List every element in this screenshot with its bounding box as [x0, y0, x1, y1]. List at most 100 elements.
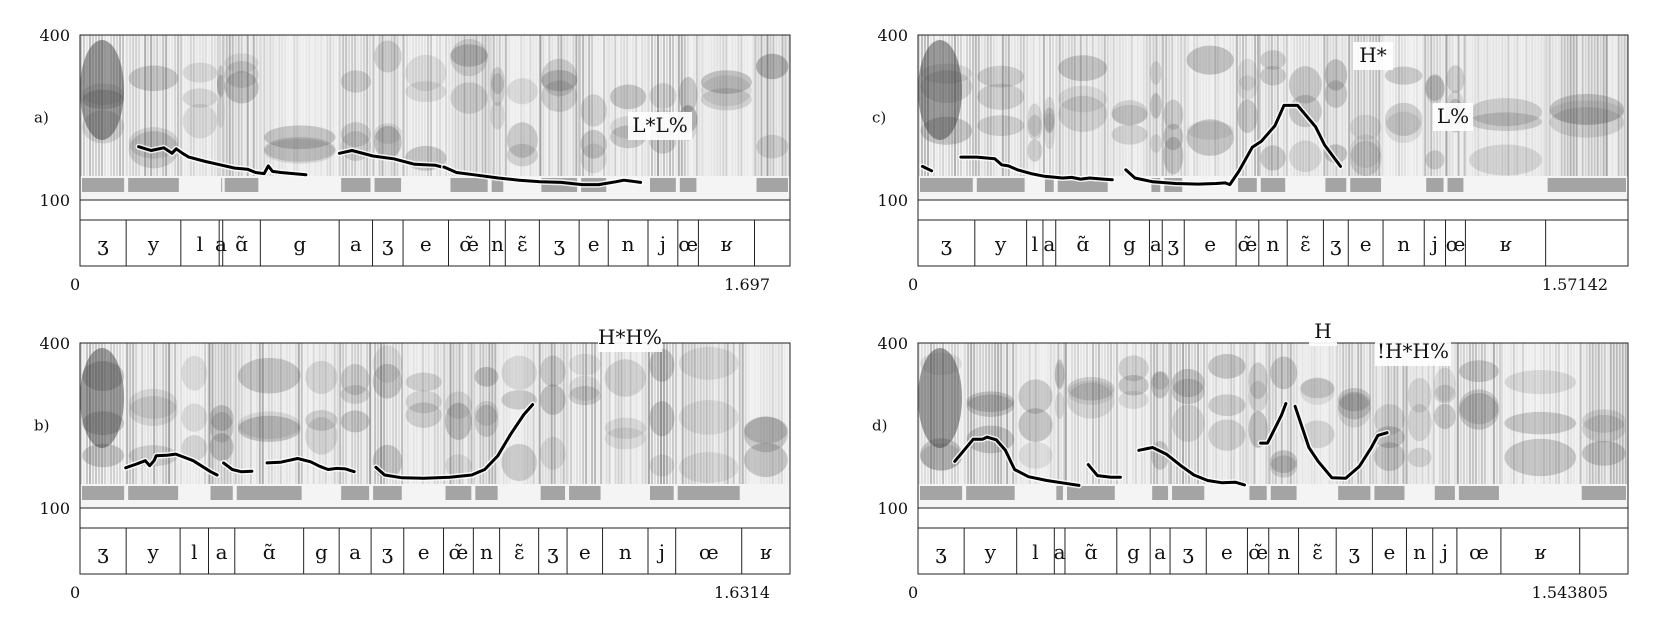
panel-label: c)	[872, 109, 886, 127]
segment-label: l	[1032, 540, 1038, 564]
segment-label: y	[146, 540, 159, 564]
segment-label: e	[420, 232, 432, 256]
pitch-segment	[921, 164, 934, 173]
spectrogram-a	[80, 35, 790, 200]
pitch-segment	[1259, 402, 1288, 445]
segment-label: g	[315, 540, 328, 564]
tone-label: L%	[1437, 104, 1469, 128]
segment-label: l	[191, 540, 197, 564]
segment-tier-c: ʒ y l a ɑ̃ g a ʒ e œ̃ n ɛ̃ ʒ e n j œ ʁ	[941, 220, 1547, 266]
pitch-segment	[137, 145, 308, 177]
segment-label: a	[350, 232, 362, 256]
segment-label: ɛ̃	[1312, 540, 1322, 564]
segment-label: ɛ̃	[514, 540, 524, 564]
pitch-segment	[953, 435, 1081, 487]
segment-label: ʒ	[1330, 232, 1341, 256]
segment-label: œ	[678, 232, 698, 256]
segment-label: œ̃	[1248, 540, 1268, 564]
time-start-label: 0	[70, 583, 80, 602]
pitch-segment	[265, 457, 356, 474]
segment-label: l	[1032, 232, 1038, 256]
panel-b: ʒ y l a ɑ̃ g a ʒ e œ̃ n ɛ̃ ʒ e n j œ ʁ H*H% 400 100 0 1.6314 b)	[0, 308, 830, 608]
segment-label: ɛ̃	[517, 232, 527, 256]
segment-label: ʒ	[935, 540, 946, 564]
segment-label: e	[418, 540, 430, 564]
f0-max-label: 400	[39, 26, 70, 45]
pitch-segment	[374, 403, 535, 480]
segment-label: j	[657, 540, 665, 564]
segment-label: n	[1413, 540, 1426, 564]
segment-label: ʒ	[941, 232, 952, 256]
segment-label: l	[197, 232, 203, 256]
segment-label: ʁ	[760, 540, 772, 564]
f0-min-label: 100	[877, 499, 908, 518]
segment-label: ɑ̃	[1076, 232, 1089, 256]
segment-label: g	[1127, 540, 1140, 564]
segment-label: œ̃	[459, 232, 479, 256]
time-start-label: 0	[908, 275, 918, 294]
f0-min-label: 100	[39, 191, 70, 210]
segment-label: ʒ	[1183, 540, 1194, 564]
segment-label: ɛ̃	[1300, 232, 1310, 256]
segment-label: ʒ	[1349, 540, 1360, 564]
segment-label: ɑ̃	[235, 232, 248, 256]
segment-label: ɑ̃	[1084, 540, 1097, 564]
tone-label: H	[1314, 319, 1331, 343]
segment-tier-b: ʒ y l a ɑ̃ g a ʒ e œ̃ n ɛ̃ ʒ e n j œ ʁ	[97, 528, 772, 574]
segment-label: y	[994, 232, 1007, 256]
segment-label: ʒ	[547, 540, 558, 564]
pitch-segment	[959, 155, 1114, 182]
segment-label: e	[579, 540, 591, 564]
segment-label: œ̃	[1238, 232, 1258, 256]
segment-label: ʒ	[554, 232, 565, 256]
segment-label: a	[1150, 232, 1162, 256]
segment-label: ʒ	[382, 540, 393, 564]
segment-label: ʁ	[1535, 540, 1547, 564]
panel-d: ʒ y l a ɑ̃ g a ʒ e œ̃ n ɛ̃ ʒ e n j œ ʁ H !H*H% 400 100 0 1.5438…	[838, 308, 1653, 608]
segment-label: n	[1267, 232, 1280, 256]
segment-label: e	[588, 232, 600, 256]
segment-label: n	[622, 232, 635, 256]
panel-label: d)	[872, 417, 887, 435]
segment-label: g	[1123, 232, 1136, 256]
f0-min-label: 100	[39, 499, 70, 518]
pitch-segment	[124, 452, 219, 477]
segment-label: a	[1054, 540, 1066, 564]
segment-label: ʒ	[382, 232, 393, 256]
segment-label: ʒ	[1168, 232, 1179, 256]
segment-label: e	[1384, 540, 1396, 564]
segment-label: j	[1430, 232, 1438, 256]
segment-label: a	[1154, 540, 1166, 564]
pitch-segment	[1293, 404, 1389, 480]
f0-max-label: 400	[877, 334, 908, 353]
spectrogram-c	[918, 35, 1628, 200]
pitch-segment	[337, 149, 450, 171]
panel-label: a)	[34, 109, 49, 127]
segment-label: a	[349, 540, 361, 564]
pitch-segment	[222, 461, 254, 474]
segment-label: ʒ	[97, 540, 108, 564]
segment-label: œ	[1446, 232, 1466, 256]
segment-label: e	[1204, 232, 1216, 256]
segment-label: n	[1397, 232, 1410, 256]
panel-label: b)	[34, 417, 49, 435]
panel-c: ʒ y l a ɑ̃ g a ʒ e œ̃ n ɛ̃ ʒ e n j œ ʁ H* L% 400 100 0 1.57142 c…	[838, 0, 1653, 300]
pitch-contour-c	[919, 102, 1344, 188]
segment-tier-a: ʒ y l a ɑ̃ g a ʒ e œ̃ n ɛ̃ ʒ e n j œ ʁ	[97, 220, 755, 266]
time-start-label: 0	[70, 275, 80, 294]
segment-label: n	[1277, 540, 1290, 564]
panel-a: ʒ y l a ɑ̃ g a ʒ e œ̃ n ɛ̃ ʒ e n j œ ʁ L*L% 400 100 0 1.697 a)	[0, 0, 830, 300]
f0-max-label: 400	[39, 334, 70, 353]
segment-label: œ	[699, 540, 719, 564]
time-end-label: 1.6314	[714, 583, 770, 602]
tone-label: L*L%	[632, 113, 688, 137]
tone-label: H*	[1359, 43, 1386, 67]
time-end-label: 1.697	[724, 275, 770, 294]
segment-label: y	[984, 540, 997, 564]
pitch-contour-b	[122, 401, 536, 482]
segment-label: y	[147, 232, 160, 256]
segment-tier-d: ʒ y l a ɑ̃ g a ʒ e œ̃ n ɛ̃ ʒ e n j œ ʁ	[935, 528, 1581, 574]
segment-label: ʁ	[721, 232, 733, 256]
